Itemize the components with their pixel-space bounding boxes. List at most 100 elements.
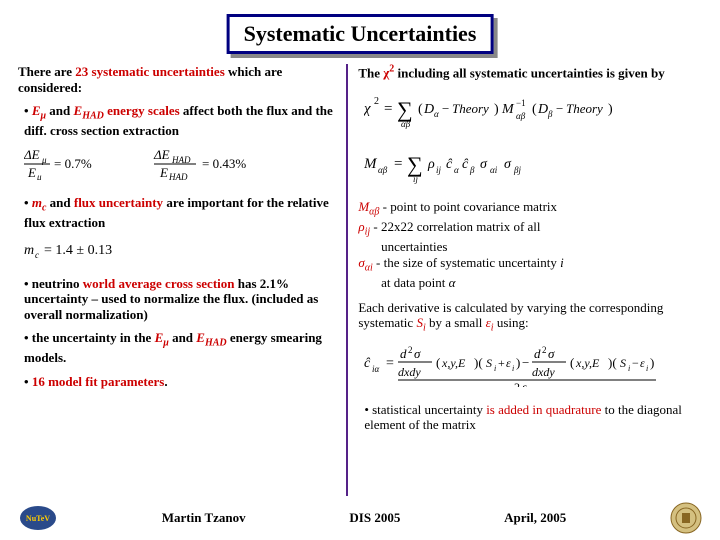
stat-unc: • statistical uncertainty is added in qu…	[358, 402, 702, 433]
svg-text:S: S	[620, 356, 626, 370]
b2-r2: flux uncertainty	[74, 195, 163, 210]
svg-text:σ: σ	[548, 346, 555, 361]
svg-text:μ: μ	[36, 172, 42, 180]
svg-text:E: E	[27, 165, 36, 180]
svg-text:(: (	[532, 102, 537, 117]
svg-text:=: =	[386, 356, 394, 371]
svg-text:c: c	[35, 250, 39, 260]
su-a: • statistical uncertainty	[364, 402, 486, 417]
svg-text:)(: )(	[474, 355, 483, 370]
b1-a: •	[24, 103, 32, 118]
d-rho-d: - 22x22 correlation matrix of all	[370, 219, 540, 234]
svg-text:ε: ε	[640, 356, 645, 370]
svg-text:−1: −1	[516, 98, 526, 108]
intro-left-red: 23 systematic uncertainties	[75, 64, 224, 79]
svg-text:α: α	[434, 109, 439, 119]
b2-r1: m	[32, 195, 42, 210]
svg-text:ij: ij	[436, 165, 442, 175]
d-mab: M	[358, 199, 369, 214]
svg-text:(: (	[436, 355, 440, 370]
svg-text:2: 2	[374, 96, 379, 107]
d-sig-i: i	[560, 255, 564, 270]
page-title: Systematic Uncertainties	[244, 21, 477, 46]
svg-text:D: D	[423, 102, 434, 117]
svg-text:2: 2	[514, 380, 520, 387]
ed-c: using:	[494, 315, 529, 330]
b5-a: •	[24, 374, 32, 389]
svg-text:iα: iα	[372, 364, 380, 374]
svg-text:dxdy: dxdy	[532, 365, 555, 379]
svg-text:): )	[494, 102, 499, 117]
defs: Mαβ - point to point covariance matrix ρ…	[358, 199, 702, 292]
svg-text:Theory: Theory	[566, 101, 603, 116]
svg-text:ĉ: ĉ	[462, 157, 469, 172]
svg-text:βj: βj	[513, 165, 521, 175]
svg-text:ε: ε	[522, 380, 527, 387]
eq-energy-scales: ΔEμ Eμ = 0.7% ΔEHAD EHAD = 0.43%	[24, 146, 336, 185]
ed-b: by a small	[426, 315, 486, 330]
svg-text:): )	[608, 102, 613, 117]
intro-right: The χ2 including all systematic uncertai…	[358, 64, 702, 81]
svg-text:2: 2	[542, 345, 547, 355]
svg-text:= 0.43%: = 0.43%	[202, 156, 246, 171]
svg-text:M: M	[501, 102, 515, 117]
svg-text:dxdy: dxdy	[398, 365, 421, 379]
footer-conf: DIS 2005	[349, 510, 400, 526]
b4-m1: and	[169, 330, 196, 345]
svg-text:): )	[650, 355, 654, 370]
d-mab-s: αβ	[369, 207, 379, 218]
d-sig-d2: at data point	[358, 275, 448, 290]
svg-text:E: E	[159, 165, 168, 180]
svg-text:2: 2	[408, 345, 413, 355]
svg-text:m: m	[24, 243, 34, 258]
svg-text:ΔE: ΔE	[24, 147, 40, 162]
bullet-1: • Eμ and EHAD energy scales affect both …	[18, 103, 336, 138]
svg-text:=: =	[394, 156, 402, 172]
eq-mc: mc = 1.4 ± 0.13	[24, 239, 336, 266]
svg-text:i: i	[494, 364, 496, 373]
b5-b: .	[164, 374, 167, 389]
svg-text:i: i	[628, 364, 630, 373]
svg-text:NuTeV: NuTeV	[26, 514, 50, 523]
seal-icon	[670, 502, 702, 534]
svg-text:ĉ: ĉ	[446, 157, 453, 172]
svg-text:=: =	[384, 101, 392, 117]
svg-text:S: S	[486, 356, 492, 370]
svg-text:σ: σ	[414, 346, 421, 361]
svg-text:x,y,E: x,y,E	[575, 356, 600, 370]
b1-m1: and	[46, 103, 73, 118]
b1-m2: energy scales	[104, 103, 180, 118]
svg-text:αβ: αβ	[516, 111, 526, 121]
b1-r2: E	[74, 103, 83, 118]
svg-text:= 0.7%: = 0.7%	[54, 156, 92, 171]
b4-r2: E	[196, 330, 205, 345]
eq-chi2: χ2 = ∑αβ (Dα−Theory) M−1αβ (Dβ−Theory)	[364, 89, 702, 134]
svg-text:i: i	[646, 364, 648, 373]
svg-text:(: (	[570, 355, 574, 370]
eq-mab: Mαβ = ∑ij ρij ĉα ĉβ σαi σβj	[364, 144, 702, 189]
svg-text:HAD: HAD	[168, 172, 188, 180]
content-area: There are 23 systematic uncertainties wh…	[18, 64, 702, 496]
svg-text:ε: ε	[506, 356, 511, 370]
svg-text:−: −	[632, 356, 639, 370]
svg-text:x,y,E: x,y,E	[441, 356, 466, 370]
svg-text:αβ: αβ	[378, 165, 388, 175]
b5-r: 16 model fit parameters	[32, 374, 165, 389]
svg-text:(: (	[418, 102, 423, 117]
svg-text:= 1.4 ± 0.13: = 1.4 ± 0.13	[44, 243, 112, 258]
svg-text:d: d	[534, 346, 541, 361]
svg-text:−: −	[522, 355, 529, 370]
svg-text:M: M	[364, 156, 378, 172]
svg-text:−: −	[556, 101, 563, 116]
eq-derivative: ĉiα = d2σ dxdy (x,y,E)(Si+εi) − d2σ dxdy…	[364, 343, 702, 392]
svg-text:+: +	[498, 356, 505, 370]
b1-r2s: HAD	[82, 111, 104, 122]
intro-left: There are 23 systematic uncertainties wh…	[18, 64, 336, 95]
su-r: is added in quadrature	[486, 402, 601, 417]
svg-text:)(: )(	[608, 355, 617, 370]
intro-left-a: There are	[18, 64, 75, 79]
svg-text:σ: σ	[480, 157, 488, 172]
svg-text:β: β	[469, 165, 475, 175]
b2-a: •	[24, 195, 32, 210]
footer: NuTeV Martin Tzanov DIS 2005 April, 2005	[0, 502, 720, 534]
